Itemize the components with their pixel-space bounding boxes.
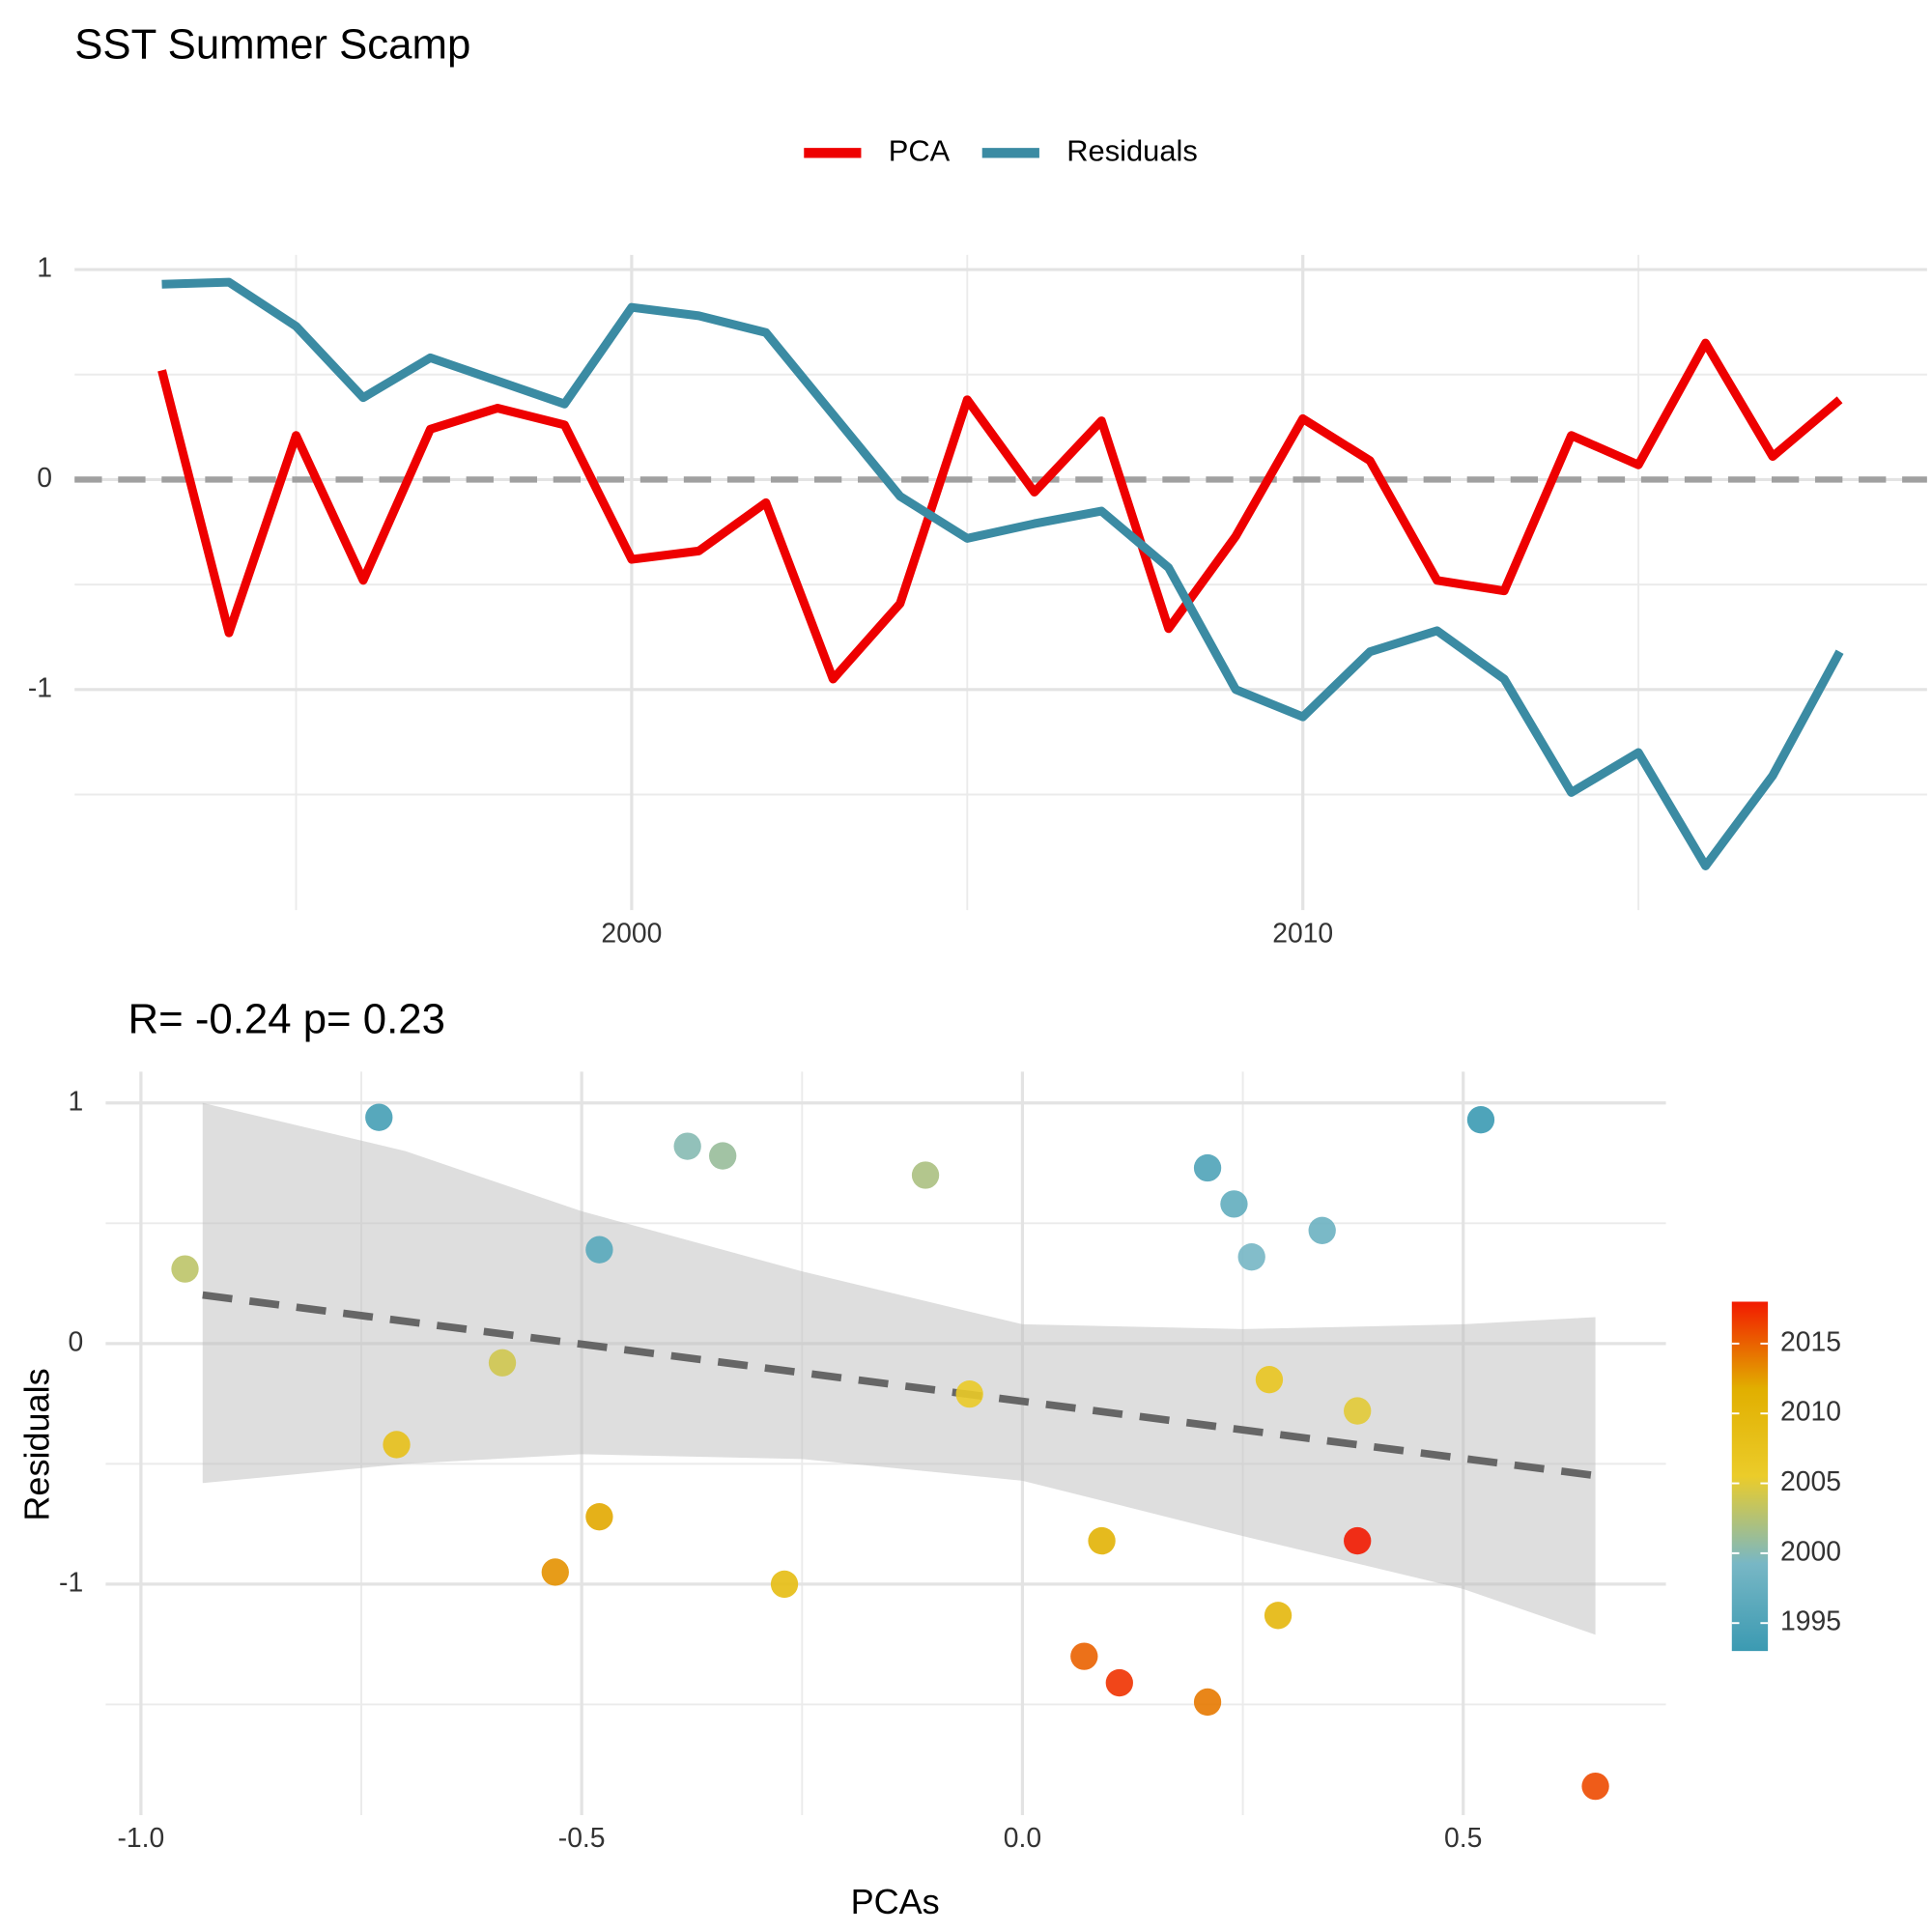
x-tick-label: 0.0 [1004,1822,1041,1853]
point [1308,1216,1336,1244]
colorbar-label: 2005 [1780,1465,1841,1496]
point [1105,1668,1133,1697]
point [911,1161,940,1189]
legend-label: Residuals [1066,133,1198,167]
point [541,1558,569,1586]
y-tick-label: -1 [59,1566,83,1597]
x-tick-label: 2000 [601,917,662,948]
point [171,1255,199,1283]
colorbar-label: 1995 [1780,1605,1841,1636]
point [1237,1243,1265,1271]
colorbar-label: 2010 [1780,1396,1841,1427]
point [955,1379,983,1408]
x-tick-label: -0.5 [558,1822,606,1853]
point [1088,1526,1116,1555]
point [1220,1190,1248,1218]
point [365,1103,393,1131]
y-tick-label: -1 [28,671,52,702]
x-tick-label: 0.5 [1444,1822,1482,1853]
point [1264,1602,1293,1630]
point [1466,1106,1495,1134]
colorbar-label: 2000 [1780,1535,1841,1566]
y-tick-label: 0 [37,462,52,493]
point [709,1142,737,1170]
point [1193,1688,1222,1717]
point [383,1431,411,1459]
confidence-band [202,1102,1596,1635]
series-line [157,338,1843,684]
point [585,1236,613,1264]
y-tick-label: 1 [37,252,52,283]
colorbar [1731,1301,1769,1652]
point [673,1132,701,1160]
point [488,1349,517,1377]
y-tick-label: 0 [68,1325,83,1356]
x-axis-title: PCAs [851,1882,940,1921]
y-axis-title: Residuals [17,1368,57,1520]
colorbar-label: 2015 [1780,1325,1841,1356]
point [1581,1772,1609,1801]
x-tick-label: 2010 [1272,917,1333,948]
series-line [161,277,1844,870]
point [1193,1153,1222,1182]
point [770,1570,799,1599]
y-tick-label: 1 [68,1085,83,1116]
legend: PCA Residuals [804,133,1198,167]
legend-label: PCA [889,133,951,167]
scatter-title: R= -0.24 p= 0.23 [128,995,445,1042]
point [585,1503,613,1531]
point [1255,1366,1284,1394]
point [1344,1526,1372,1555]
point [1070,1642,1098,1670]
chart-title: SST Summer Scamp [74,20,470,68]
point [1344,1397,1372,1425]
x-tick-label: -1.0 [118,1822,165,1853]
